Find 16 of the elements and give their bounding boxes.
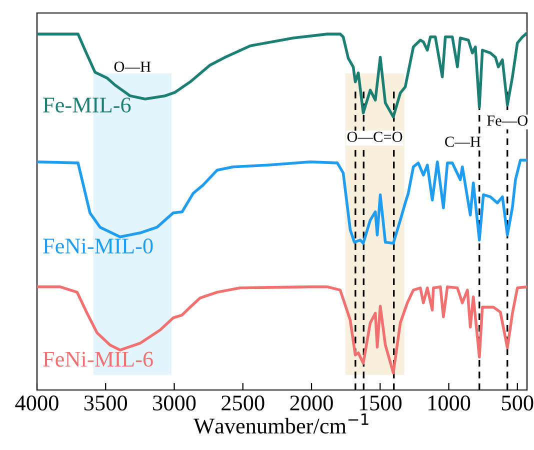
band-label: O—C=O: [347, 132, 402, 142]
x-tick-label: 1000: [428, 396, 470, 410]
series-label: FeNi-MIL-6: [43, 352, 153, 367]
ref-line-label: Fe—O: [487, 116, 528, 126]
x-tick-label: 500: [502, 396, 534, 410]
x-tick-label: 1500: [360, 396, 402, 410]
series-label: FeNi-MIL-0: [43, 238, 153, 254]
band-label: O—H: [114, 62, 151, 72]
series-label: Fe-MIL-6: [43, 98, 131, 113]
x-tick-label: 2500: [222, 396, 264, 410]
ref-line-label: C—H: [445, 136, 481, 147]
x-tick-label: 3500: [84, 396, 127, 410]
x-axis-title: Wavenumber/cm$^{−1}$: [194, 414, 368, 434]
x-tick-label: 3000: [153, 396, 196, 410]
x-tick-label: 4000: [15, 396, 58, 410]
x-tick-label: 2000: [290, 396, 333, 410]
